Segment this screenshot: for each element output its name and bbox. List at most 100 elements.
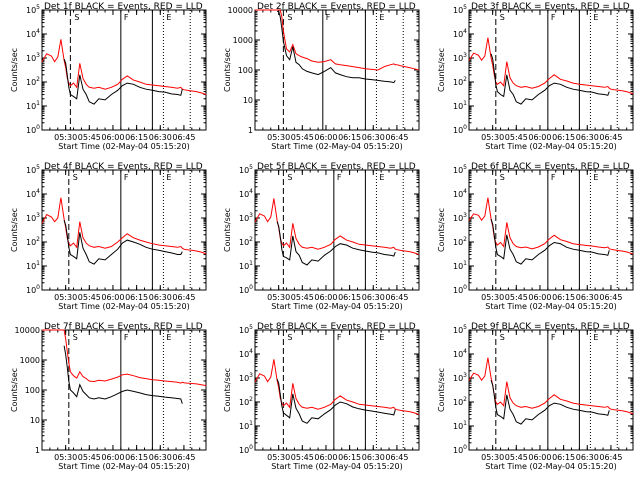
series-line-lld <box>254 359 420 415</box>
y-tick-label: 104 <box>26 28 40 39</box>
panel-det-7f: Det 7f BLACK = Events, RED = LLD 1 10 100 10… <box>10 322 207 471</box>
x-tick-label: 06:45 <box>385 293 408 302</box>
x-tick-label: 05:45 <box>505 133 528 142</box>
x-tick-label: 06:30 <box>362 133 385 142</box>
plot-frame <box>41 9 207 131</box>
y-axis-label: Counts/sec <box>437 368 446 412</box>
segment-label: F <box>124 333 129 342</box>
x-tick-label: 06:30 <box>149 453 172 462</box>
segment-label: E <box>379 333 384 342</box>
y-tick-label: 101 <box>453 420 467 431</box>
x-tick-label: 05:30 <box>54 133 77 142</box>
y-tick-label: 102 <box>239 236 253 247</box>
panel-title: Det 6f BLACK = Events, RED = LLD <box>471 162 630 172</box>
x-tick-label: 05:45 <box>291 453 314 462</box>
panel-title: Det 7f BLACK = Events, RED = LLD <box>44 322 203 332</box>
x-tick-label: 06:45 <box>172 133 195 142</box>
y-tick-label: 104 <box>239 348 253 359</box>
x-axis-label: Start Time (02-May-04 05:15:20) <box>271 142 402 151</box>
y-tick-label: 104 <box>453 28 467 39</box>
panel-title: Det 5f BLACK = Events, RED = LLD <box>257 162 416 172</box>
x-tick-label: 06:30 <box>149 293 172 302</box>
y-tick-label: 100 <box>453 444 467 455</box>
x-tick-label: 06:30 <box>362 293 385 302</box>
y-tick-label: 102 <box>26 76 40 87</box>
y-tick-label: 10 <box>30 416 40 425</box>
panel-title: Det 3f BLACK = Events, RED = LLD <box>471 2 630 12</box>
x-tick-label: 06:00 <box>314 293 337 302</box>
panel-title: Det 8f BLACK = Events, RED = LLD <box>257 322 416 332</box>
panel-det-1f: Det 1f BLACK = Events, RED = LLD 100 101 10… <box>10 2 207 151</box>
segment-label: S <box>74 13 79 22</box>
x-tick-label: 06:00 <box>101 293 124 302</box>
x-axis-label: Start Time (02-May-04 05:15:20) <box>485 142 616 151</box>
x-axis-label: Start Time (02-May-04 05:15:20) <box>58 462 189 471</box>
segment-label: F <box>337 173 342 182</box>
panel-title: Det 2f BLACK = Events, RED = LLD <box>257 2 416 12</box>
y-tick-label: 102 <box>453 236 467 247</box>
y-tick-label: 103 <box>26 52 40 63</box>
segment-label: E <box>166 173 171 182</box>
y-tick-label: 105 <box>239 324 253 335</box>
x-tick-label: 06:30 <box>576 453 599 462</box>
x-tick-label: 06:00 <box>528 453 551 462</box>
segment-label: E <box>379 173 384 182</box>
panel-det-9f: Det 9f BLACK = Events, RED = LLD 100 101 10… <box>437 322 634 471</box>
x-tick-label: 06:00 <box>314 453 337 462</box>
y-tick-label: 100 <box>25 386 40 395</box>
plot-frame <box>254 169 420 291</box>
y-tick-label: 100 <box>239 444 253 455</box>
segment-label: E <box>166 13 171 22</box>
y-tick-label: 105 <box>453 324 467 335</box>
segment-label: F <box>124 173 129 182</box>
x-tick-label: 06:15 <box>552 133 575 142</box>
series-line-events <box>490 380 610 425</box>
segment-label: E <box>593 173 598 182</box>
x-tick-label: 06:45 <box>599 133 622 142</box>
x-tick-label: 05:30 <box>267 293 290 302</box>
x-tick-label: 05:30 <box>267 133 290 142</box>
x-tick-label: 06:45 <box>385 453 408 462</box>
x-tick-label: 05:45 <box>505 453 528 462</box>
y-tick-label: 103 <box>453 52 467 63</box>
x-tick-label: 05:30 <box>481 133 504 142</box>
x-tick-label: 06:30 <box>576 293 599 302</box>
segment-label: S <box>500 173 505 182</box>
panel-det-2f: Det 2f BLACK = Events, RED = LLD 1 10 100 10… <box>223 2 420 151</box>
y-tick-label: 101 <box>453 100 467 111</box>
x-tick-label: 05:30 <box>267 453 290 462</box>
y-tick-label: 105 <box>453 164 467 175</box>
y-tick-label: 103 <box>453 372 467 383</box>
panel-det-6f: Det 6f BLACK = Events, RED = LLD 100 101 10… <box>437 162 634 311</box>
x-tick-label: 06:15 <box>125 453 148 462</box>
x-axis-label: Start Time (02-May-04 05:15:20) <box>271 462 402 471</box>
y-axis-label: Counts/sec <box>10 48 19 92</box>
segment-label: S <box>73 173 78 182</box>
y-tick-label: 1000 <box>233 36 253 45</box>
y-tick-label: 10000 <box>228 6 253 15</box>
x-tick-label: 06:00 <box>101 453 124 462</box>
x-tick-label: 06:30 <box>576 133 599 142</box>
y-tick-label: 102 <box>453 76 467 87</box>
y-tick-label: 103 <box>239 212 253 223</box>
x-tick-label: 06:00 <box>101 133 124 142</box>
segment-label: F <box>326 13 331 22</box>
x-tick-label: 05:30 <box>54 293 77 302</box>
segment-label: S <box>73 333 78 342</box>
x-tick-label: 06:45 <box>172 293 195 302</box>
plot-frame <box>254 9 420 131</box>
series-line-lld <box>41 39 207 95</box>
segment-label: S <box>287 333 292 342</box>
y-tick-label: 104 <box>453 348 467 359</box>
panel-title: Det 1f BLACK = Events, RED = LLD <box>44 2 203 12</box>
y-axis-label: Counts/sec <box>223 208 232 252</box>
segment-label: F <box>551 173 556 182</box>
series-line-events <box>63 58 183 105</box>
y-tick-label: 10000 <box>15 326 40 335</box>
panel-det-3f: Det 3f BLACK = Events, RED = LLD 100 101 10… <box>437 2 634 151</box>
series-line-events <box>63 345 183 404</box>
plot-frame <box>41 169 207 291</box>
x-tick-label: 05:45 <box>78 293 101 302</box>
series-line-events <box>277 10 396 84</box>
series-line-events <box>63 220 183 265</box>
